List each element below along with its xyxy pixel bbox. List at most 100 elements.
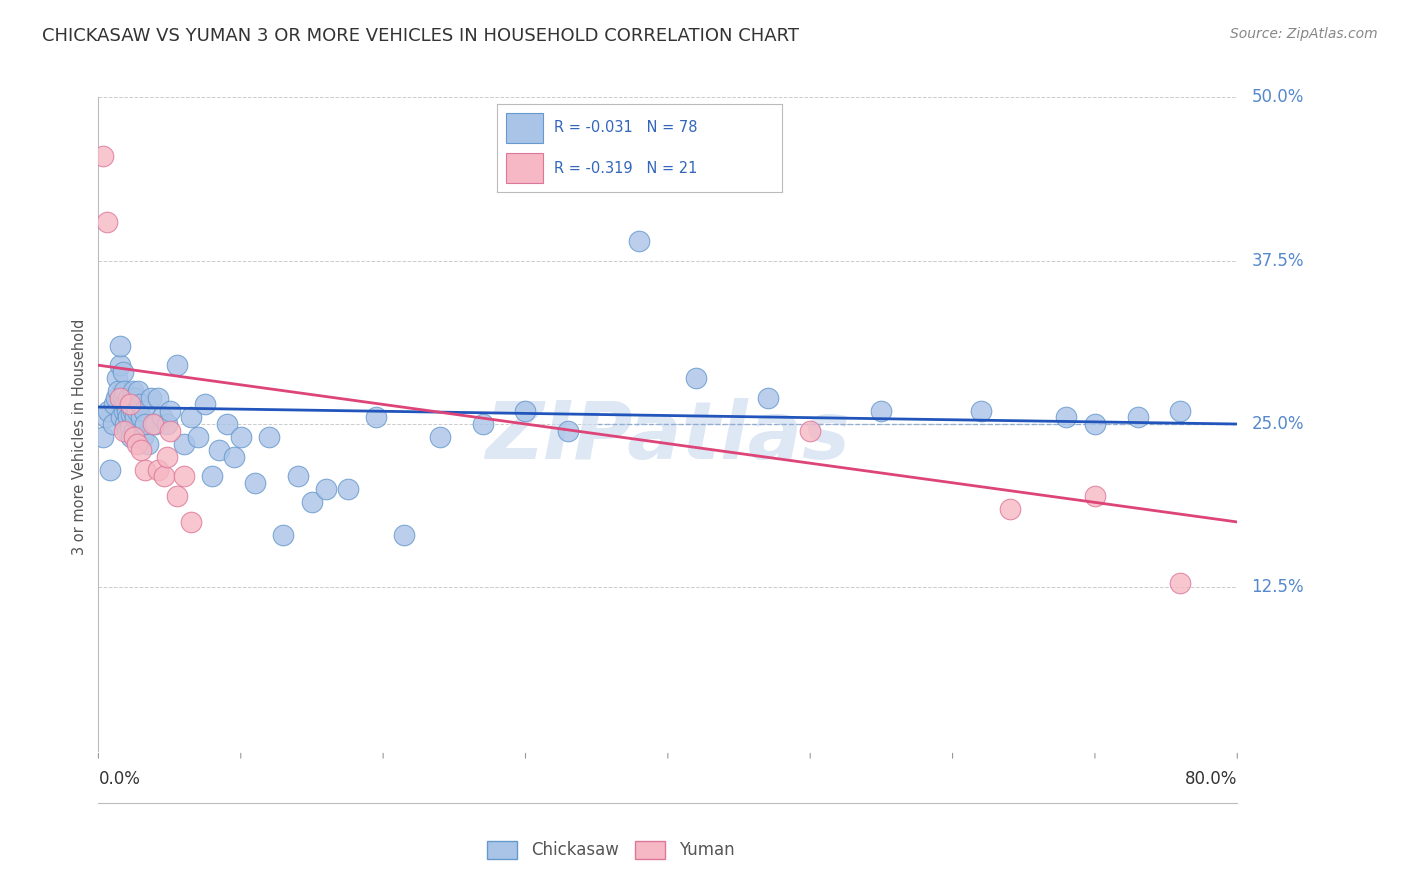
Point [91, 149, 114, 163]
Point [1126, 410, 1149, 425]
Text: CHICKASAW VS YUMAN 3 OR MORE VEHICLES IN HOUSEHOLD CORRELATION CHART: CHICKASAW VS YUMAN 3 OR MORE VEHICLES IN… [42, 27, 799, 45]
Point [222, 450, 245, 464]
Point [125, 404, 148, 418]
Point [104, 391, 127, 405]
Point [127, 384, 149, 399]
Point [1170, 576, 1192, 591]
Point [799, 424, 821, 438]
Point [94, 410, 117, 425]
Point [166, 489, 188, 503]
Point [125, 436, 148, 450]
Point [134, 417, 156, 431]
Point [124, 410, 146, 425]
Point [301, 495, 323, 509]
Point [108, 358, 131, 372]
Point [96, 214, 118, 228]
Point [117, 391, 139, 405]
Point [156, 450, 179, 464]
Point [515, 404, 537, 418]
Text: 80.0%: 80.0% [1185, 770, 1237, 789]
Text: Source: ZipAtlas.com: Source: ZipAtlas.com [1230, 27, 1378, 41]
Point [187, 430, 209, 444]
Point [156, 417, 179, 431]
Point [153, 469, 176, 483]
Point [1084, 417, 1107, 431]
Legend: Chickasaw, Yuman: Chickasaw, Yuman [479, 832, 742, 868]
Point [208, 443, 231, 458]
Point [129, 410, 152, 425]
Point [259, 430, 281, 444]
Point [136, 436, 159, 450]
Point [124, 391, 146, 405]
Point [1056, 410, 1078, 425]
Point [159, 404, 181, 418]
Point [201, 469, 224, 483]
Point [131, 430, 153, 444]
Point [122, 430, 145, 444]
Point [1084, 489, 1107, 503]
Point [114, 397, 136, 411]
Text: 50.0%: 50.0% [1251, 88, 1303, 106]
Point [111, 365, 134, 379]
Point [970, 404, 993, 418]
Point [111, 391, 134, 405]
Point [315, 483, 337, 497]
Point [121, 384, 143, 399]
Point [129, 443, 152, 458]
Point [115, 404, 138, 418]
Point [108, 391, 131, 405]
Point [148, 463, 170, 477]
Point [180, 410, 202, 425]
Point [229, 430, 252, 444]
Point [122, 424, 145, 438]
Point [394, 528, 416, 542]
Text: 25.0%: 25.0% [1251, 415, 1303, 433]
Point [134, 463, 156, 477]
Point [173, 469, 195, 483]
Point [110, 410, 132, 425]
Point [145, 417, 167, 431]
Point [132, 404, 155, 418]
Point [159, 424, 181, 438]
Point [471, 417, 494, 431]
Point [118, 419, 141, 434]
Point [141, 417, 163, 431]
Point [180, 515, 202, 529]
Point [112, 404, 135, 418]
Point [112, 384, 135, 399]
Point [152, 410, 174, 425]
Point [115, 424, 138, 438]
Point [98, 463, 121, 477]
Point [117, 410, 139, 425]
Point [336, 483, 359, 497]
Point [128, 397, 150, 411]
Text: 0.0%: 0.0% [98, 770, 141, 789]
Point [139, 391, 162, 405]
Point [112, 424, 135, 438]
Point [243, 475, 266, 490]
Text: 12.5%: 12.5% [1251, 578, 1305, 596]
Point [114, 417, 136, 431]
Point [273, 528, 295, 542]
Point [107, 384, 129, 399]
Point [287, 469, 309, 483]
Point [557, 424, 579, 438]
Point [122, 397, 145, 411]
Y-axis label: 3 or more Vehicles in Household: 3 or more Vehicles in Household [72, 319, 87, 555]
Point [429, 430, 451, 444]
Point [120, 407, 142, 421]
Point [148, 391, 170, 405]
Point [97, 404, 120, 418]
Point [121, 404, 143, 418]
Point [194, 397, 217, 411]
Point [756, 391, 779, 405]
Point [685, 371, 707, 385]
Point [105, 371, 128, 385]
Point [215, 417, 238, 431]
Point [103, 397, 125, 411]
Text: ZIPatlas: ZIPatlas [485, 398, 851, 476]
Text: 37.5%: 37.5% [1251, 252, 1303, 269]
Point [364, 410, 387, 425]
Point [120, 430, 142, 444]
Point [118, 397, 141, 411]
